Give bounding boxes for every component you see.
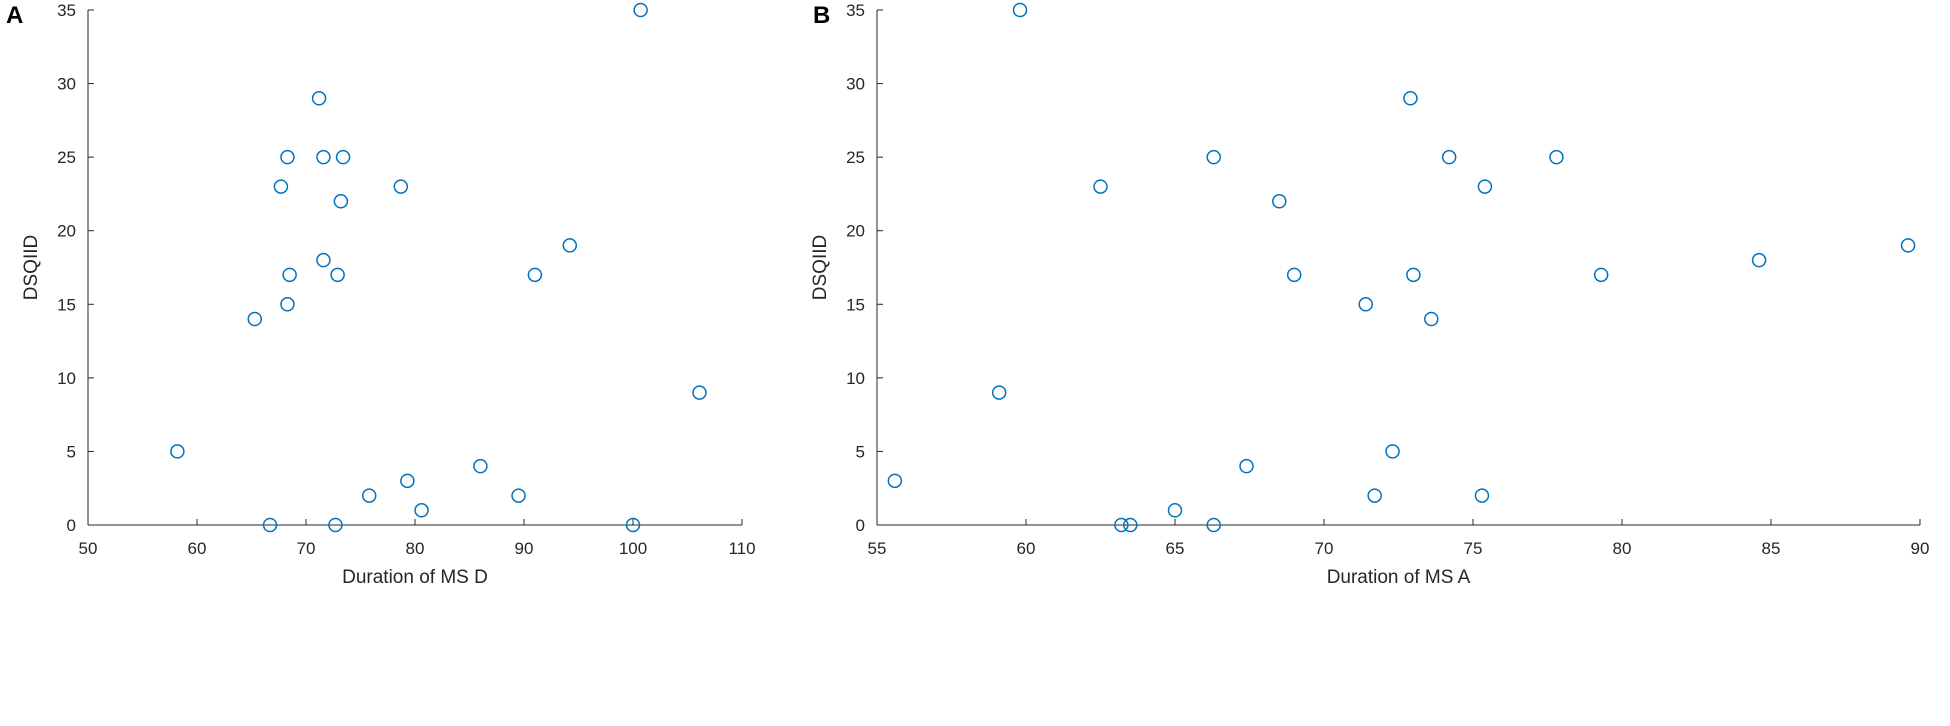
y-tick-label: 15 [57,295,76,314]
y-tick-label: 30 [57,75,76,94]
data-point [1012,2,1028,18]
data-point [562,238,578,253]
data-point [335,149,351,165]
y-tick-label: 0 [856,516,865,535]
x-axis-label: Duration of MS D [342,567,488,588]
data-point [511,488,526,503]
y-tick-label: 5 [67,442,76,461]
data-point [1206,149,1221,165]
y-tick-label: 20 [57,222,76,241]
data-point [311,91,327,106]
data-point [1367,488,1382,503]
data-point [393,179,409,194]
data-point [1272,194,1287,209]
x-tick-label: 70 [297,539,316,558]
data-point [1114,517,1129,533]
data-point [414,503,429,518]
x-tick-label: 85 [1762,539,1781,558]
x-tick-label: 75 [1464,539,1483,558]
x-tick-label: 80 [1613,539,1632,558]
data-point [273,179,289,194]
data-point [1474,488,1490,503]
data-point [887,473,903,489]
y-tick-label: 35 [57,1,76,20]
data-point [1403,91,1418,106]
data-point [1593,267,1609,283]
data-point [1286,267,1302,283]
data-point [262,517,278,533]
y-tick-label: 25 [57,148,76,167]
data-point [1123,517,1138,533]
data-point [333,194,349,209]
y-tick-label: 30 [846,75,865,94]
data-point [280,297,295,312]
data-point [633,2,648,18]
data-point [1751,252,1767,268]
y-tick-label: 10 [57,369,76,388]
data-point [1358,297,1373,312]
y-tick-label: 15 [846,295,865,314]
data-point [1424,311,1439,327]
data-point [1239,458,1254,474]
y-axis-label: DSQIID [21,235,42,300]
data-point [692,385,707,400]
y-tick-label: 10 [846,369,865,388]
y-axis-label: DSQIID [810,235,831,300]
x-tick-label: 70 [1315,539,1334,558]
x-tick-label: 60 [188,539,207,558]
data-point [1549,149,1564,165]
x-tick-label: 65 [1166,539,1185,558]
data-point [361,488,377,503]
data-point [991,385,1007,400]
x-tick-label: 110 [728,539,755,558]
data-point [247,311,263,327]
data-point [473,458,488,474]
data-point [1093,179,1108,194]
panel-label-b: B [813,2,831,29]
data-point [1900,238,1916,253]
y-tick-label: 5 [856,442,865,461]
x-tick-label: 50 [79,539,98,558]
chart-panel-b: 55 60 65 70 75 80 85 90 0 5 10 15 20 25 30 35 Duration o… [810,1,1929,588]
data-point [1385,444,1400,459]
x-axis-label: Duration of MS A [1327,567,1471,588]
data-point [282,267,297,283]
data-point [625,517,641,533]
y-tick-label: 0 [67,516,76,535]
data-point [527,267,543,283]
y-tick-label: 35 [846,1,865,20]
x-tick-label: 55 [868,539,887,558]
y-tick-label: 25 [846,148,865,167]
data-point [1477,179,1493,194]
data-point [1406,267,1421,283]
data-point [1441,149,1457,165]
x-tick-label: 60 [1017,539,1036,558]
x-tick-label: 90 [515,539,534,558]
x-tick-label: 90 [1911,539,1930,558]
panel-label-a: A [6,2,24,29]
data-point [400,473,415,489]
data-point [316,149,331,165]
chart-panel-a: 50 60 70 80 90 100 110 0 5 10 15 20 25 30 35 Duration o… [21,1,756,588]
data-point [328,517,343,533]
data-point [1167,503,1183,518]
data-point [1206,517,1221,533]
data-point [280,149,295,165]
data-point [316,252,331,268]
data-point [170,444,185,459]
x-tick-label: 100 [619,539,647,558]
y-tick-label: 20 [846,222,865,241]
x-tick-label: 80 [406,539,425,558]
data-point [330,267,345,283]
